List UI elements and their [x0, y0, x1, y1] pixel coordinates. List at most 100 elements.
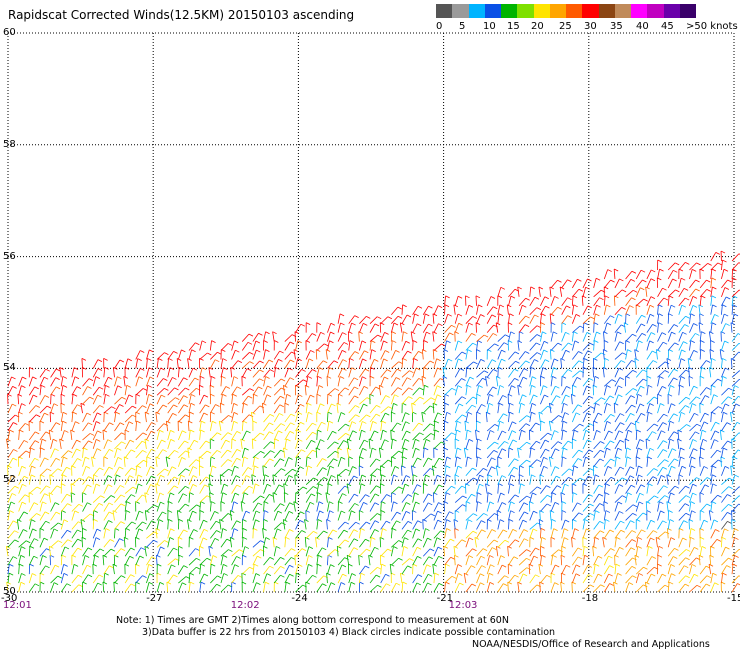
wind-barb [444, 295, 447, 306]
wind-barb-flag [248, 333, 254, 337]
wind-barb-flag [70, 429, 75, 433]
wind-barb [465, 349, 469, 360]
wind-barb-flag [246, 475, 251, 478]
wind-barb [146, 520, 152, 530]
wind-barb [540, 313, 542, 324]
wind-barb-flag [222, 528, 227, 531]
wind-barb [135, 459, 144, 468]
wind-barb-flag [210, 411, 215, 415]
colorbar-swatch [631, 4, 648, 18]
wind-barb-flag [18, 411, 23, 415]
wind-barb-flag [172, 377, 177, 380]
wind-barb [582, 423, 591, 432]
wind-barb-flag [618, 394, 623, 398]
wind-barb-flag [730, 358, 736, 361]
wind-barb-flag [711, 358, 716, 361]
lat-label: 58 [3, 138, 16, 150]
wind-barb [540, 341, 545, 351]
wind-barb-flag [627, 349, 632, 352]
wind-barb-flag [263, 340, 268, 343]
wind-barb-flag [233, 501, 238, 505]
wind-barb [497, 529, 504, 539]
wind-barb-flag [453, 304, 459, 308]
wind-barb [497, 539, 506, 548]
wind-barb-flag [668, 295, 674, 299]
wind-barb [497, 492, 502, 503]
wind-barb [433, 484, 440, 494]
wind-barb [146, 475, 152, 485]
wind-barb [657, 322, 659, 333]
wind-barb-flag [593, 322, 599, 325]
wind-barb-flag [721, 536, 727, 540]
wind-barb [412, 492, 416, 503]
wind-barb-flag [182, 493, 188, 497]
wind-barb [293, 349, 296, 360]
wind-barb-flag [49, 474, 54, 478]
wind-barb [305, 422, 313, 432]
wind-barb [614, 511, 620, 521]
wind-barb-flag [642, 279, 647, 283]
wind-barb-flag [432, 331, 437, 334]
wind-barb [71, 564, 75, 575]
wind-barb [401, 537, 405, 548]
wind-barb-flag [648, 483, 653, 487]
wind-barb-flag [722, 259, 727, 263]
wind-barb [208, 483, 211, 494]
wind-barb [603, 510, 607, 521]
wind-barb-flag [509, 313, 514, 317]
wind-barb-flag [652, 350, 657, 354]
wind-barb [433, 537, 438, 548]
wind-barb [135, 494, 143, 503]
wind-barb [348, 529, 355, 539]
wind-barb-flag [200, 563, 206, 567]
wind-barb [518, 465, 521, 476]
wind-barb-flag [322, 547, 327, 551]
wind-barb [476, 483, 480, 494]
wind-barb [231, 475, 237, 485]
wind-barb [50, 403, 55, 414]
wind-barb-flag [121, 396, 126, 400]
wind-barb [646, 350, 653, 360]
wind-barb [50, 575, 59, 584]
wind-barb-flag [182, 430, 187, 434]
wind-barb-flag [99, 405, 104, 408]
wind-barb [295, 394, 299, 405]
wind-barb [422, 423, 431, 432]
wind-barb-flag [166, 420, 171, 424]
colorbar-swatch [582, 4, 599, 18]
wind-barb-flag [536, 334, 542, 337]
wind-barb-flag [280, 574, 285, 578]
wind-barb-flag [543, 465, 548, 469]
wind-barb [327, 412, 329, 423]
wind-barb [380, 340, 384, 351]
wind-barb-flag [499, 519, 505, 523]
wind-barb-flag [98, 502, 104, 506]
wind-barb-flag [600, 584, 605, 588]
wind-barb [348, 503, 355, 512]
wind-barb-flag [386, 583, 391, 587]
wind-barb [337, 368, 343, 378]
wind-barb [667, 262, 676, 271]
wind-barb-flag [481, 529, 486, 533]
wind-barb-flag [305, 322, 311, 325]
wind-barb-flag [20, 555, 25, 558]
wind-barb [689, 305, 694, 315]
wind-barb [646, 573, 652, 584]
wind-barb [635, 566, 644, 575]
wind-barb-flag [524, 538, 529, 542]
wind-barb [60, 539, 69, 548]
wind-barb-flag [189, 536, 194, 540]
wind-barb-flag [695, 279, 700, 283]
wind-barb-flag [702, 438, 708, 442]
wind-barb-flag [691, 564, 697, 567]
wind-barb-flag [353, 538, 359, 542]
wind-barb [486, 441, 495, 450]
wind-barb [390, 394, 395, 405]
wind-barb-flag [384, 439, 389, 443]
wind-barb [316, 458, 323, 468]
wind-barb-flag [660, 474, 666, 478]
wind-barb [604, 379, 613, 387]
wind-barb [327, 529, 334, 539]
wind-barb [444, 465, 447, 476]
wind-barb-flag [145, 510, 150, 513]
